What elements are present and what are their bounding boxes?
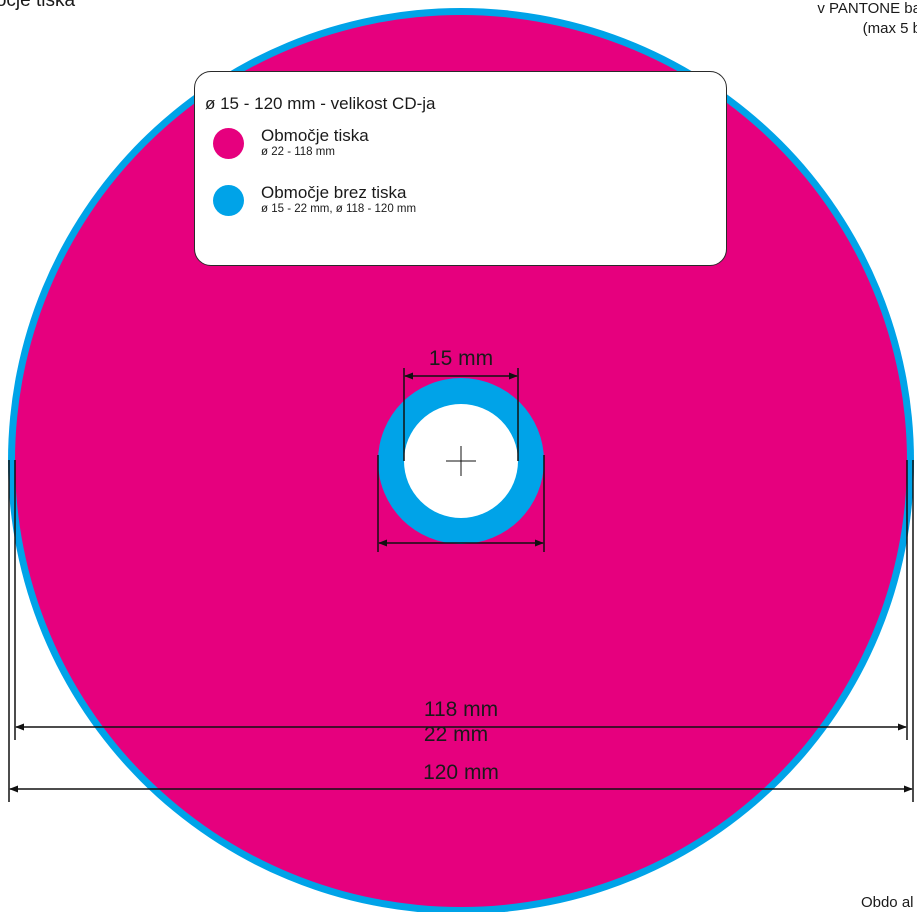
center-crosshair-icon	[446, 446, 476, 476]
label-22mm: 22 mm	[423, 723, 489, 746]
dimension-120mm	[8, 460, 914, 802]
legend-sub: ø 15 - 22 mm, ø 118 - 120 mm	[261, 203, 417, 215]
bottom-right-caption: Obdo al l	[860, 894, 917, 911]
label-118mm: 118 mm	[423, 698, 499, 721]
print-area-swatch	[213, 128, 244, 159]
dimension-22mm	[377, 455, 545, 552]
top-right-caption-line2: (max 5 b	[862, 20, 917, 37]
legend-label: Območje tiska	[261, 126, 369, 145]
label-15mm: 15 mm	[428, 347, 494, 370]
dimension-118mm	[14, 460, 908, 740]
legend-box: ø 15 - 120 mm - velikost CD-ja Območje t…	[194, 71, 727, 266]
legend-sub: ø 22 - 118 mm	[261, 146, 335, 158]
dimension-15mm	[403, 368, 519, 461]
top-left-caption: močje tiska	[0, 0, 76, 11]
top-right-caption-line1: v PANTONE ba	[817, 0, 917, 17]
no-print-area-swatch	[213, 185, 244, 216]
legend-title: ø 15 - 120 mm - velikost CD-ja	[205, 94, 436, 113]
label-120mm: 120 mm	[423, 761, 499, 784]
legend-label: Območje brez tiska	[261, 183, 407, 202]
